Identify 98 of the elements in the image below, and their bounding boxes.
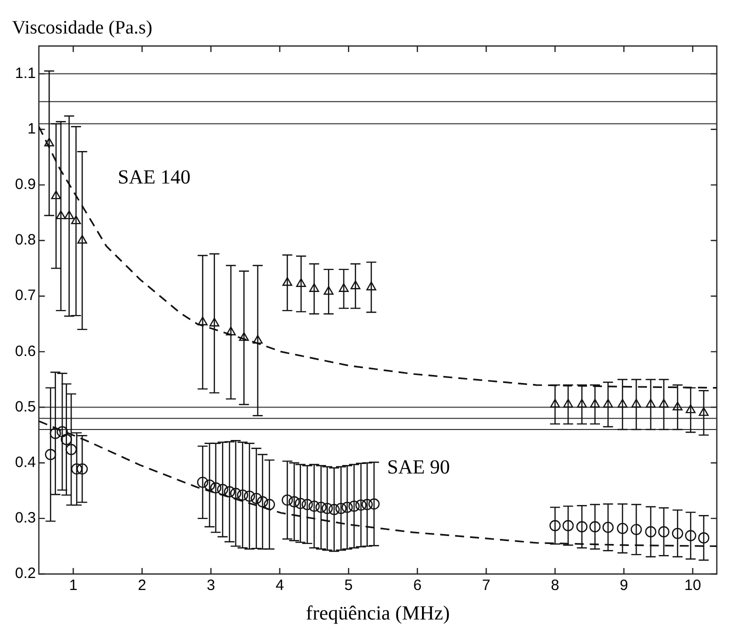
point: [562, 520, 574, 532]
point: [309, 283, 320, 292]
point: [50, 428, 61, 439]
x-tick-label: 4: [276, 577, 284, 594]
point: [224, 486, 236, 498]
point: [549, 520, 561, 532]
point: [51, 190, 61, 200]
point: [56, 426, 68, 438]
point: [296, 278, 306, 287]
point: [338, 283, 349, 292]
point: [672, 528, 684, 540]
point: [631, 398, 642, 408]
annotation: SAE 90: [387, 456, 450, 479]
point: [368, 498, 380, 510]
point: [264, 498, 276, 510]
y-axis-title: Viscosidade (Pa.s): [12, 17, 152, 38]
point: [563, 398, 574, 408]
x-tick-label: 7: [482, 577, 490, 594]
point: [217, 484, 228, 496]
point: [362, 498, 373, 510]
x-tick-label: 2: [138, 577, 146, 594]
x-axis-title: freqüência (MHz): [306, 602, 450, 624]
point: [603, 398, 613, 408]
point: [328, 504, 340, 516]
point: [618, 398, 628, 408]
point: [288, 496, 300, 508]
point: [589, 521, 601, 532]
point: [236, 489, 248, 501]
point: [646, 398, 656, 408]
point: [658, 398, 669, 408]
point: [645, 526, 656, 538]
annotation: SAE 140: [118, 166, 190, 188]
point: [590, 398, 600, 408]
y-tick-label: 0.6: [14, 342, 36, 360]
point: [685, 530, 696, 542]
x-tick-label: 8: [550, 577, 560, 594]
point: [250, 492, 262, 504]
point: [56, 210, 66, 220]
y-tick-label: 1.1: [14, 64, 36, 82]
point: [210, 482, 222, 494]
x-tick-label: 9: [620, 577, 628, 594]
point: [322, 502, 333, 514]
point: [44, 138, 54, 146]
point: [616, 522, 628, 534]
y-tick-label: 0.2: [14, 565, 36, 582]
y-tick-label: 0.9: [14, 176, 36, 194]
y-tick-label: 0.5: [14, 398, 36, 416]
point: [66, 444, 77, 456]
y-tick-label: 0.7: [14, 287, 36, 304]
y-tick-label: 1: [28, 120, 36, 138]
point: [698, 407, 709, 416]
point: [630, 524, 642, 536]
point: [550, 398, 560, 408]
point: [60, 434, 72, 446]
point: [355, 499, 367, 511]
point: [252, 334, 263, 344]
x-tick-label: 3: [206, 577, 216, 594]
point: [197, 476, 208, 488]
point: [576, 398, 587, 408]
point: [658, 526, 670, 538]
y-tick-label: 0.4: [14, 454, 36, 471]
point: [602, 522, 614, 533]
point: [686, 404, 696, 414]
point: [308, 500, 320, 512]
point: [256, 496, 268, 508]
point: [294, 498, 306, 510]
point: [64, 210, 74, 220]
point: [350, 280, 360, 290]
point: [348, 500, 360, 512]
point: [230, 488, 242, 500]
point: [324, 286, 334, 295]
point: [335, 502, 347, 514]
point: [71, 463, 82, 475]
x-tick-label: 5: [344, 577, 353, 594]
point: [44, 448, 56, 460]
x-tick-label: 6: [413, 577, 422, 594]
y-tick-label: 0.8: [14, 232, 36, 249]
x-tick-label: 1: [69, 577, 78, 594]
point: [209, 318, 220, 326]
point: [77, 234, 88, 244]
point: [71, 215, 81, 224]
point: [366, 282, 376, 290]
point: [342, 502, 353, 513]
point: [282, 277, 292, 286]
point: [698, 532, 710, 544]
x-tick-label: 10: [684, 577, 702, 594]
point: [198, 316, 208, 326]
point: [76, 463, 88, 475]
point: [282, 494, 293, 506]
point: [226, 326, 236, 336]
point: [204, 479, 216, 491]
point: [302, 498, 313, 510]
point: [672, 402, 682, 410]
point: [239, 332, 249, 341]
point: [576, 521, 588, 532]
point: [244, 490, 256, 502]
y-tick-label: 0.3: [14, 510, 36, 527]
point: [315, 502, 327, 513]
